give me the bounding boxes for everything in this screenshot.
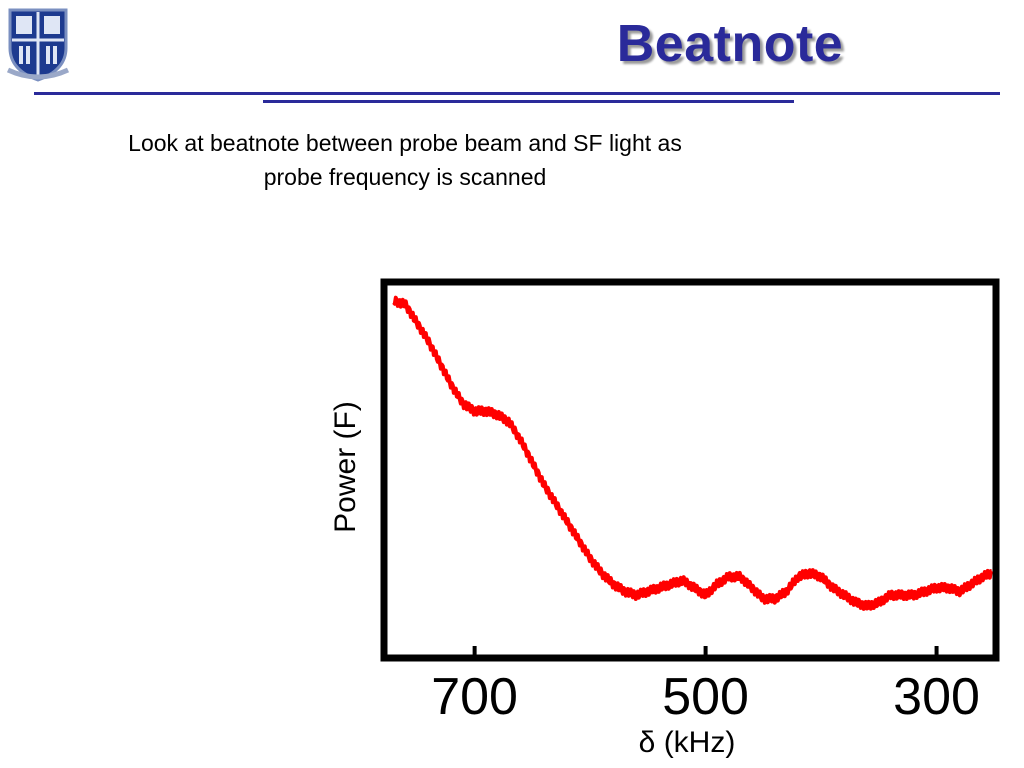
university-shield-logo: [6, 4, 70, 84]
caption-line-1: Look at beatnote between probe beam and …: [128, 130, 682, 156]
x-tick-label: 700: [431, 668, 518, 726]
x-tick-label: 500: [662, 668, 749, 726]
x-tick-label: 300: [893, 668, 980, 726]
slide-title: Beatnote: [616, 15, 844, 73]
y-axis-label: Power (F): [329, 401, 362, 533]
title-rule-bottom: [263, 100, 794, 103]
caption-line-2: probe frequency is scanned: [263, 164, 547, 190]
plot-frame: [380, 278, 1000, 662]
series-line: [392, 295, 993, 611]
title-rule-top: [34, 92, 1000, 95]
slide-caption: Look at beatnote between probe beam and …: [40, 126, 770, 194]
x-ticks: [472, 646, 939, 658]
x-axis-label: δ (kHz): [639, 726, 736, 759]
university-shield-icon: [6, 8, 70, 82]
x-tick-labels: 700 500 300: [431, 668, 980, 726]
